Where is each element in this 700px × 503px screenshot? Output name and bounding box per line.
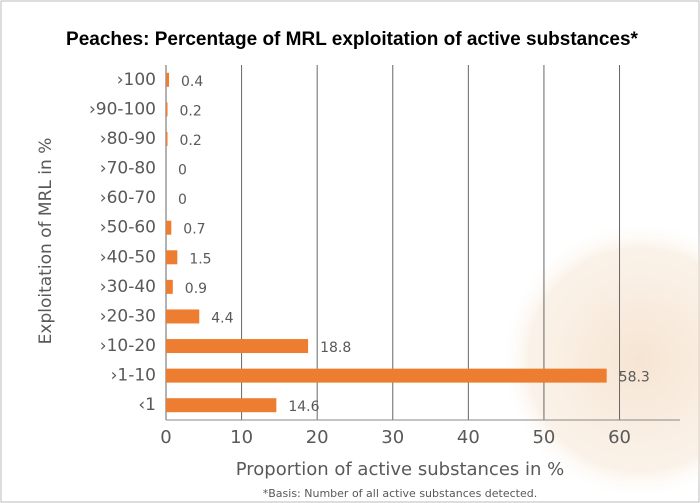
bar bbox=[166, 398, 277, 413]
x-tick-label: 30 bbox=[381, 427, 404, 448]
y-tick-label: ›100 bbox=[117, 70, 156, 90]
bar bbox=[166, 339, 309, 354]
y-tick-label: ›90-100 bbox=[89, 99, 156, 119]
bar bbox=[166, 102, 168, 117]
y-tick-label: ›20-30 bbox=[100, 306, 156, 326]
bar bbox=[166, 220, 172, 235]
y-tick-label: ‹1 bbox=[138, 395, 156, 415]
footnote: *Basis: Number of all active substances … bbox=[263, 487, 538, 500]
x-tick-label: 50 bbox=[532, 427, 555, 448]
x-tick-label: 0 bbox=[160, 427, 171, 448]
x-axis-label: Proportion of active substances in % bbox=[236, 459, 565, 480]
bar bbox=[166, 131, 168, 146]
y-tick-label: ›40-50 bbox=[100, 247, 156, 267]
y-tick-label: ›60-70 bbox=[100, 188, 156, 208]
bar bbox=[166, 72, 170, 87]
data-label: 0 bbox=[178, 163, 187, 179]
data-label: 14.6 bbox=[288, 399, 319, 415]
y-tick-label: ›70-80 bbox=[100, 159, 156, 179]
y-tick-label: ›50-60 bbox=[100, 218, 156, 238]
bar bbox=[166, 309, 200, 324]
x-tick-label: 10 bbox=[230, 427, 253, 448]
y-tick-label: ›30-40 bbox=[100, 277, 156, 297]
y-tick-label: ›10-20 bbox=[100, 336, 156, 356]
data-label: 0.7 bbox=[183, 222, 205, 238]
y-axis-label: Exploitation of MRL in % bbox=[36, 138, 56, 345]
bar bbox=[166, 368, 607, 383]
bar bbox=[166, 279, 173, 294]
data-label: 58.3 bbox=[619, 370, 650, 386]
data-label: 0.9 bbox=[185, 281, 207, 297]
y-tick-label: ›80-90 bbox=[100, 129, 156, 149]
data-label: 18.8 bbox=[320, 340, 351, 356]
data-label: 1.5 bbox=[189, 251, 211, 267]
x-tick-label: 40 bbox=[457, 427, 480, 448]
data-label: 0 bbox=[178, 192, 187, 208]
data-label: 0.2 bbox=[180, 133, 202, 149]
background-image bbox=[500, 220, 700, 500]
bar bbox=[166, 250, 178, 265]
data-label: 0.2 bbox=[180, 103, 202, 119]
chart-title: Peaches: Percentage of MRL exploitation … bbox=[66, 29, 639, 50]
x-tick-label: 60 bbox=[608, 427, 631, 448]
y-tick-label: ›1-10 bbox=[111, 366, 156, 386]
data-label: 4.4 bbox=[211, 310, 233, 326]
x-tick-label: 20 bbox=[306, 427, 329, 448]
data-label: 0.4 bbox=[181, 74, 203, 90]
